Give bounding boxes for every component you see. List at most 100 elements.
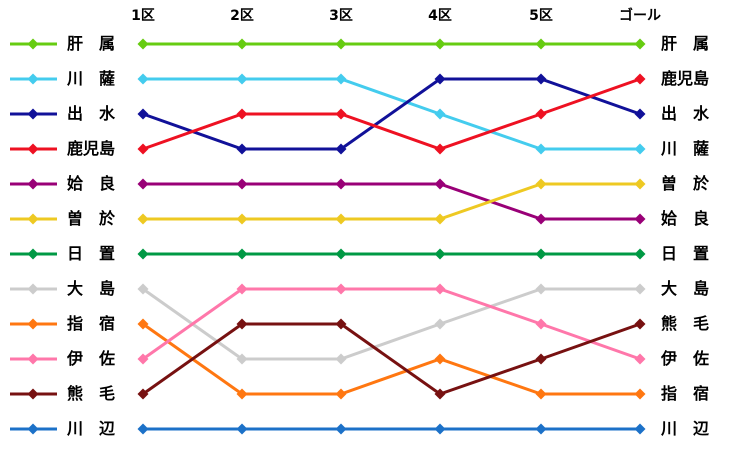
team-label-char: 於 xyxy=(98,209,115,228)
team-label-char: 日 xyxy=(661,244,678,263)
data-point xyxy=(137,178,149,190)
team-label-right: 伊佐 xyxy=(661,350,709,368)
legend-marker xyxy=(27,283,39,295)
data-point xyxy=(434,213,446,225)
data-point xyxy=(535,353,547,365)
team-label-char: 曽 xyxy=(67,209,84,228)
team-label-char: 辺 xyxy=(98,419,115,438)
legend-marker xyxy=(27,38,39,50)
column-header: 1区 xyxy=(131,8,155,24)
team-label-left: 伊佐 xyxy=(67,350,115,368)
team-label-char: 熊 xyxy=(67,384,84,403)
data-point xyxy=(236,318,248,330)
data-point xyxy=(137,143,149,155)
team-label-char: 良 xyxy=(692,209,709,228)
column-header: 3区 xyxy=(329,8,353,24)
team-label-char: 毛 xyxy=(98,384,115,403)
data-point xyxy=(335,213,347,225)
column-header: 4区 xyxy=(428,8,452,24)
data-point xyxy=(434,248,446,260)
team-label-char: 鹿 xyxy=(67,139,84,158)
team-label-char: 肝 xyxy=(661,34,678,53)
team-label-char: 川 xyxy=(67,69,84,88)
team-label-left: 肝属 xyxy=(67,35,115,53)
legend-marker xyxy=(27,178,39,190)
team-label-char: 姶 xyxy=(67,174,84,193)
team-label-left: 姶良 xyxy=(67,175,115,193)
data-point xyxy=(335,143,347,155)
data-point xyxy=(236,388,248,400)
data-point xyxy=(335,178,347,190)
team-label-left: 川薩 xyxy=(67,70,115,88)
data-point xyxy=(634,213,646,225)
data-point xyxy=(535,423,547,435)
series-line xyxy=(143,182,640,221)
data-point xyxy=(236,353,248,365)
data-point xyxy=(535,388,547,400)
data-point xyxy=(634,423,646,435)
team-label-right: 日置 xyxy=(661,245,709,263)
legend-marker xyxy=(27,248,39,260)
team-label-char: 肝 xyxy=(67,34,84,53)
series-line xyxy=(142,322,641,396)
data-point xyxy=(535,38,547,50)
data-point xyxy=(236,248,248,260)
data-point xyxy=(335,108,347,120)
column-header: 5区 xyxy=(529,8,553,24)
team-label-right: 川辺 xyxy=(661,420,709,438)
series-line xyxy=(142,77,641,151)
data-point xyxy=(434,143,446,155)
series-line xyxy=(143,182,640,221)
data-point xyxy=(434,178,446,190)
data-point xyxy=(335,388,347,400)
series-line xyxy=(142,287,640,361)
team-label-char: 水 xyxy=(692,104,709,123)
data-point xyxy=(535,143,547,155)
team-label-char: 児 xyxy=(83,139,100,158)
data-point xyxy=(137,318,149,330)
team-label-left: 川辺 xyxy=(67,420,115,438)
data-point xyxy=(434,388,446,400)
data-point xyxy=(236,283,248,295)
team-label-left: 指宿 xyxy=(67,315,115,333)
data-point xyxy=(137,388,149,400)
data-point xyxy=(137,213,149,225)
team-label-char: 指 xyxy=(661,384,678,403)
team-label-char: 川 xyxy=(661,139,678,158)
team-label-char: 薩 xyxy=(692,139,709,158)
series-line xyxy=(142,77,641,151)
team-label-char: 置 xyxy=(98,244,115,263)
team-label-char: 置 xyxy=(692,244,709,263)
series-line xyxy=(142,322,640,396)
legend-marker xyxy=(27,388,39,400)
data-point xyxy=(434,108,446,120)
series-line xyxy=(142,287,641,361)
team-label-char: 出 xyxy=(661,104,678,123)
data-point xyxy=(335,283,347,295)
team-label-char: 島 xyxy=(99,139,116,158)
data-point xyxy=(634,73,646,85)
data-point xyxy=(535,178,547,190)
team-label-char: 川 xyxy=(67,419,84,438)
series-line xyxy=(143,77,640,151)
data-point xyxy=(634,388,646,400)
team-label-char: 日 xyxy=(67,244,84,263)
legend-marker xyxy=(27,213,39,225)
data-point xyxy=(634,353,646,365)
data-point xyxy=(434,283,446,295)
team-label-char: 辺 xyxy=(692,419,709,438)
data-point xyxy=(634,143,646,155)
team-label-char: 熊 xyxy=(661,314,678,333)
legend-marker xyxy=(27,108,39,120)
team-label-right: 出水 xyxy=(661,105,709,123)
data-point xyxy=(634,178,646,190)
team-label-char: 佐 xyxy=(98,349,115,368)
data-point xyxy=(535,318,547,330)
data-point xyxy=(236,143,248,155)
data-point xyxy=(335,353,347,365)
team-label-char: 島 xyxy=(693,69,710,88)
team-label-char: 川 xyxy=(661,419,678,438)
legend-marker xyxy=(27,423,39,435)
